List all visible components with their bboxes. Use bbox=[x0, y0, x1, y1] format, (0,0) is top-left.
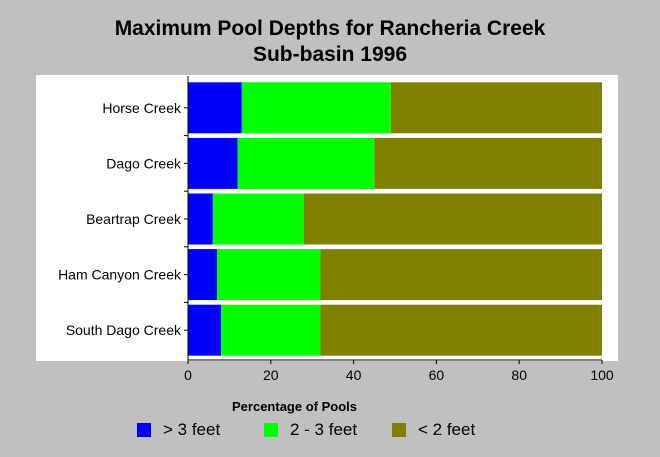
x-tick-label-80: 80 bbox=[511, 367, 527, 383]
x-tick-labels: 0 20 40 60 80 100 bbox=[184, 367, 614, 383]
category-label-ham-canyon-creek: Ham Canyon Creek bbox=[58, 267, 182, 283]
bar-ham-canyon-creek-series-2 bbox=[320, 249, 602, 301]
legend-label-gt3: > 3 feet bbox=[163, 420, 221, 439]
bar-dago-creek-series-0 bbox=[188, 137, 238, 189]
x-tick-label-40: 40 bbox=[346, 367, 362, 383]
bar-ham-canyon-creek-series-0 bbox=[188, 249, 217, 301]
chart-title: Maximum Pool Depths for Rancheria Creek … bbox=[0, 16, 660, 68]
x-tick-label-100: 100 bbox=[590, 367, 614, 383]
category-label-horse-creek: Horse Creek bbox=[102, 100, 182, 116]
category-labels: Horse Creek Dago Creek Beartrap Creek Ham C… bbox=[58, 100, 182, 338]
bar-south-dago-creek-series-1 bbox=[221, 304, 321, 356]
legend-item-lt2: < 2 feet bbox=[392, 420, 475, 440]
x-tick-label-0: 0 bbox=[184, 367, 192, 383]
x-tick-label-60: 60 bbox=[429, 367, 445, 383]
x-axis-label: Percentage of Pools bbox=[232, 399, 357, 414]
bar-south-dago-creek-series-0 bbox=[188, 304, 222, 356]
legend-swatch-lt2 bbox=[392, 423, 406, 437]
bars-group bbox=[188, 82, 602, 356]
category-label-dago-creek: Dago Creek bbox=[106, 155, 182, 171]
bar-horse-creek-series-0 bbox=[188, 82, 242, 134]
bar-ham-canyon-creek-series-1 bbox=[216, 249, 321, 301]
x-tick-label-20: 20 bbox=[263, 367, 279, 383]
legend-label-lt2: < 2 feet bbox=[418, 420, 476, 439]
legend-item-gt3: > 3 feet bbox=[137, 420, 220, 440]
bar-horse-creek-series-1 bbox=[241, 82, 391, 134]
x-axis bbox=[184, 76, 603, 364]
legend-swatch-gt3 bbox=[137, 423, 151, 437]
category-label-beartrap-creek: Beartrap Creek bbox=[86, 211, 182, 227]
bar-beartrap-creek-series-1 bbox=[212, 193, 304, 245]
legend-swatch-2to3 bbox=[264, 423, 278, 437]
legend-label-2to3: 2 - 3 feet bbox=[290, 420, 358, 439]
legend-item-2to3: 2 - 3 feet bbox=[264, 420, 357, 440]
bar-beartrap-creek-series-0 bbox=[188, 193, 213, 245]
bar-dago-creek-series-2 bbox=[374, 137, 602, 189]
bar-beartrap-creek-series-2 bbox=[303, 193, 602, 245]
bar-south-dago-creek-series-2 bbox=[320, 304, 602, 356]
category-label-south-dago-creek: South Dago Creek bbox=[66, 322, 182, 338]
bar-horse-creek-series-2 bbox=[390, 82, 602, 134]
bar-dago-creek-series-1 bbox=[237, 137, 375, 189]
chart-title-line2: Sub-basin 1996 bbox=[252, 43, 408, 66]
chart-title-line1: Maximum Pool Depths for Rancheria Creek bbox=[114, 17, 546, 40]
